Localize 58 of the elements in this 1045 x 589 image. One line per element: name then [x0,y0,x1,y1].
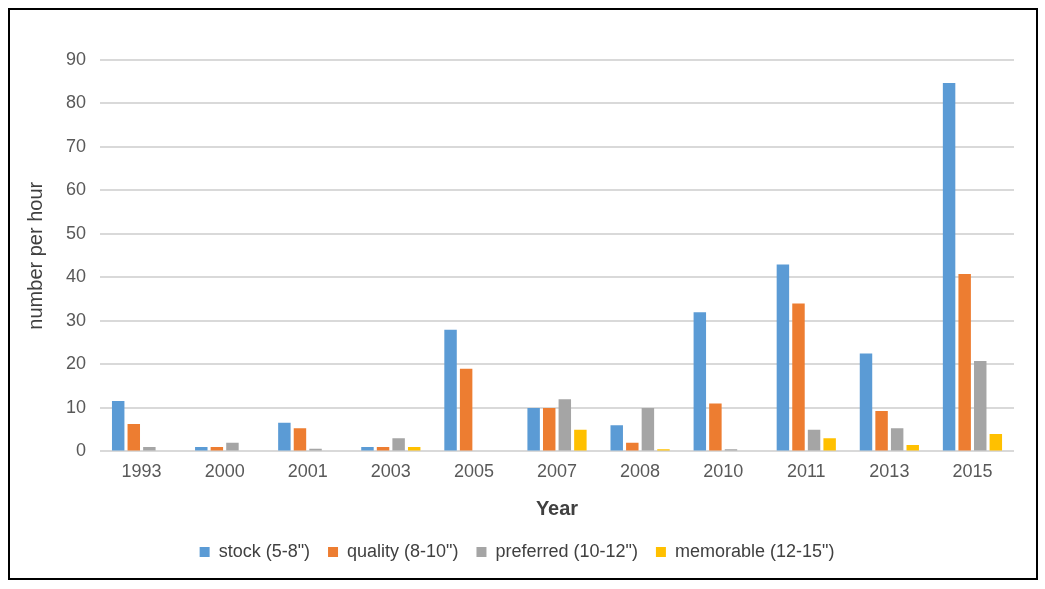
bar [143,447,156,451]
bar [527,407,540,451]
bar [542,407,556,451]
y-tick-label: 70 [65,135,87,156]
bar [807,429,821,451]
x-tick-label: 2011 [786,461,826,482]
bar [558,399,572,451]
bar [776,264,790,451]
bar [958,273,971,451]
legend-label: quality (8-10") [347,540,459,561]
y-tick-label: 0 [76,440,87,461]
bar [989,434,1003,451]
x-axis-title: Year [535,496,579,519]
x-tick-label: 2010 [703,461,744,482]
x-tick-label: 2003 [370,461,411,482]
bar [574,429,587,451]
bar [626,442,639,451]
bar [942,83,956,451]
y-tick-label: 50 [65,222,87,243]
bar [127,424,141,451]
y-tick-label: 30 [65,309,87,330]
bar [974,360,987,451]
y-axis-title: number per hour [23,181,46,330]
y-tick-label: 60 [65,179,87,200]
x-tick-label: 2013 [869,461,910,482]
bar [361,447,374,451]
x-tick-label: 2015 [952,461,993,482]
legend-label: stock (5-8") [218,540,311,561]
legend-label: preferred (10-12") [495,540,638,561]
bar [693,312,707,451]
y-tick-label: 10 [65,396,87,417]
bar [890,428,904,451]
bar [610,425,623,451]
bar [111,400,125,451]
y-tick-label: 80 [65,92,87,113]
legend-label: memorable (12-15") [674,540,835,561]
bar [195,447,208,451]
y-tick-label: 20 [65,353,87,374]
x-tick-label: 2001 [287,461,328,482]
x-tick-label: 1993 [121,461,162,482]
bar [792,303,805,451]
y-tick-label: 40 [65,266,87,287]
bar [444,329,457,451]
bar [859,353,873,451]
x-tick-label: 2000 [204,461,245,482]
x-tick-label: 2008 [620,461,661,482]
bar [709,403,722,451]
x-tick-label: 2007 [536,461,578,482]
x-tick-label: 2005 [453,461,494,482]
y-tick-label: 90 [65,48,87,69]
bar [278,422,291,451]
bar [823,438,836,451]
bar [293,428,307,451]
bar [459,368,473,451]
bar [875,410,888,451]
bar [641,407,655,451]
bar [392,438,405,451]
bar [226,442,239,451]
